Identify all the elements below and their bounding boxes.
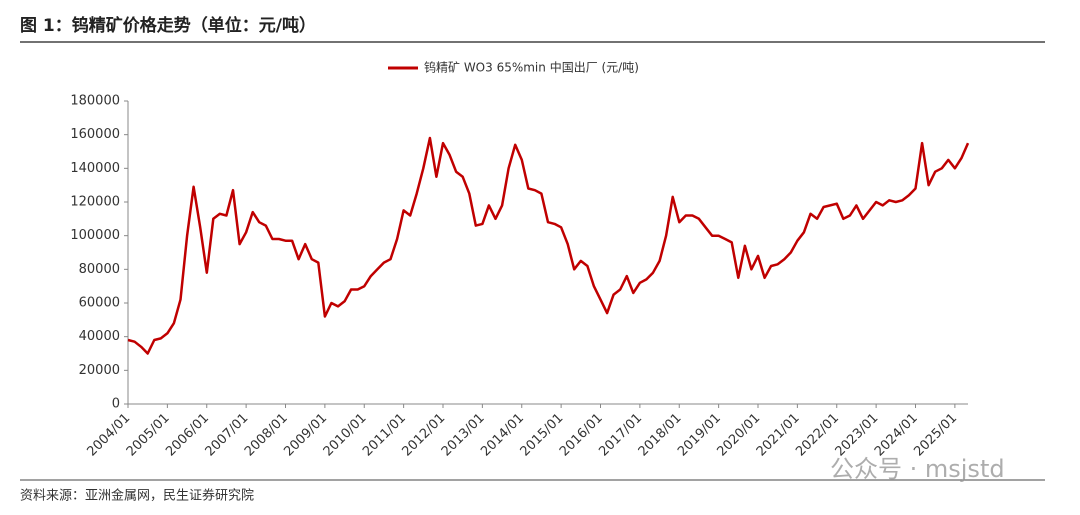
watermark: 公众号 · msjstd xyxy=(830,455,1005,483)
x-tick-label: 2025/01 xyxy=(911,411,960,460)
y-tick-label: 140000 xyxy=(70,161,120,176)
legend-label: 钨精矿 WO3 65%min 中国出厂 (元/吨) xyxy=(424,60,639,75)
y-tick-label: 0 xyxy=(112,397,120,412)
page-title: 图 1：钨精矿价格走势（单位：元/吨） xyxy=(20,15,316,36)
series-line xyxy=(127,136,970,355)
source: 资料来源：亚洲金属网，民生证券研究院 xyxy=(20,488,254,504)
y-tick-label: 100000 xyxy=(70,228,120,243)
y-tick-label: 180000 xyxy=(70,94,120,109)
y-tick-label: 60000 xyxy=(79,296,120,311)
y-tick-label: 120000 xyxy=(70,195,120,210)
y-tick-label: 40000 xyxy=(79,329,120,344)
y-tick-label: 20000 xyxy=(79,363,120,378)
y-tick-label: 160000 xyxy=(70,127,120,142)
y-tick-label: 80000 xyxy=(79,262,120,277)
